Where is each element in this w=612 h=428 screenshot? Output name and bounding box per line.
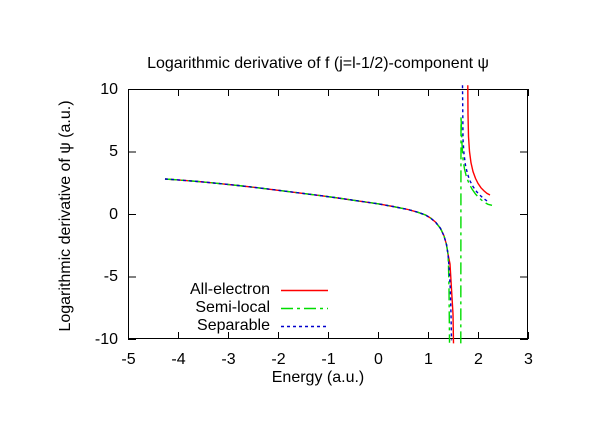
x-tick-label: -5 [121, 351, 136, 368]
legend-label-semi-local: Semi-local [195, 299, 270, 316]
x-tick-label: 1 [424, 351, 433, 368]
x-axis-label: Energy (a.u.) [271, 369, 365, 386]
y-tick-label: -10 [94, 330, 118, 348]
x-tick-label: -3 [221, 351, 236, 368]
y-tick-label: -5 [103, 268, 118, 285]
x-tick-label: 3 [524, 351, 533, 368]
legend-label-all-electron: All-electron [189, 281, 270, 298]
chart-title: Logarithmic derivative of f (j=l-1/2)-co… [147, 55, 489, 72]
series-semi-local [460, 115, 493, 344]
series-all-electron [467, 85, 491, 196]
y-tick-label: 0 [109, 205, 118, 223]
x-tick-label: -2 [271, 351, 286, 368]
x-tick-label: 2 [474, 351, 483, 368]
y-tick-label: 5 [109, 143, 118, 160]
series-separable [164, 178, 453, 341]
x-tick-label: -1 [321, 351, 336, 368]
legend-label-separable: Separable [197, 317, 270, 334]
x-tick-label: 0 [374, 351, 383, 368]
series-separable [461, 85, 488, 202]
y-tick-label: 10 [100, 80, 118, 98]
x-tick-label: -4 [171, 351, 186, 368]
